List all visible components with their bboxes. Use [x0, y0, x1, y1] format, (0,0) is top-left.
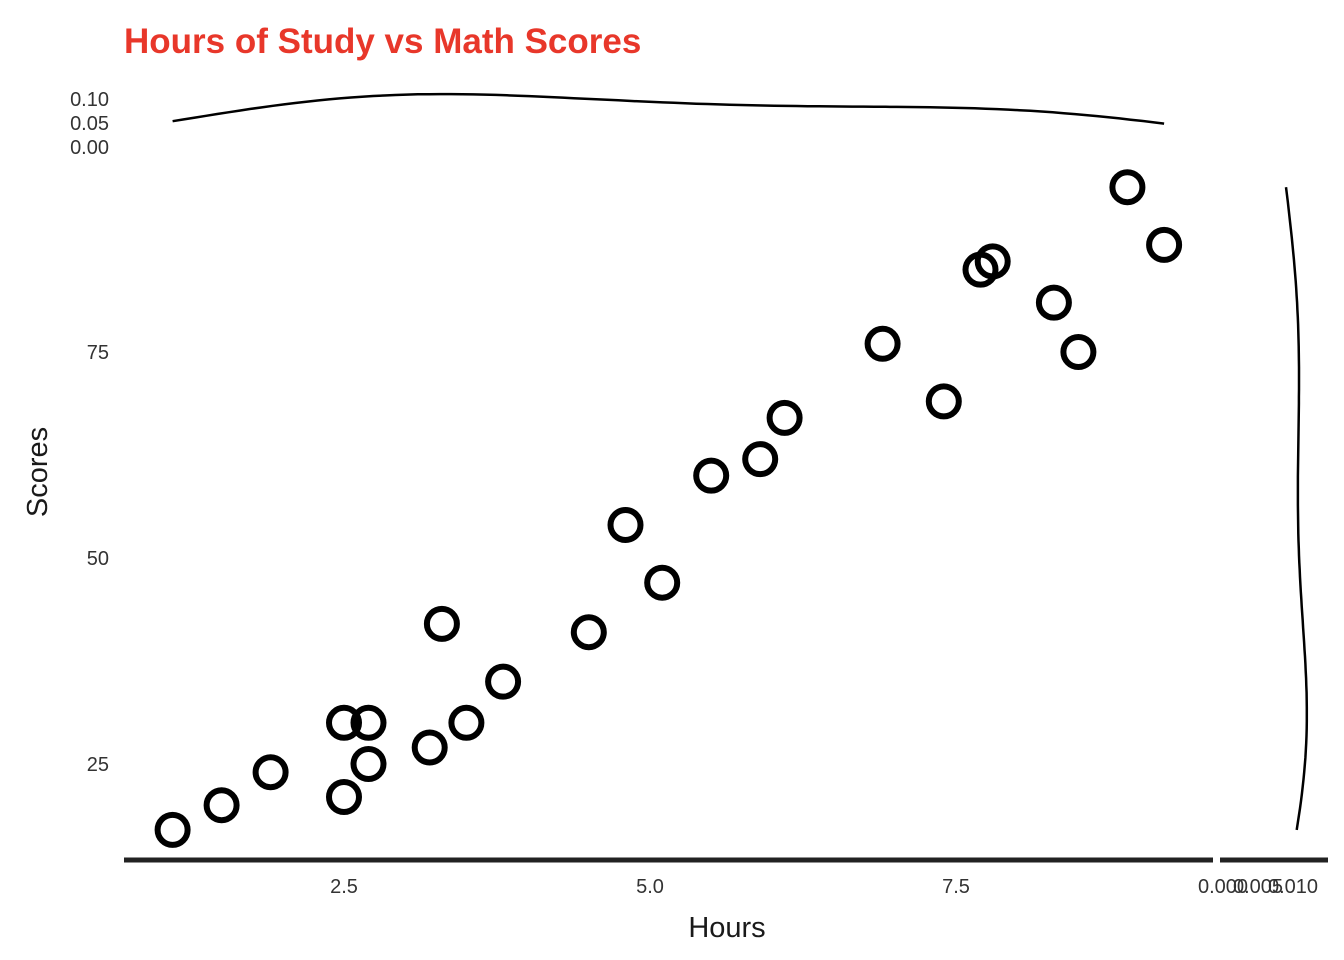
y-tick-label: 25 — [87, 754, 109, 776]
data-point — [485, 663, 522, 700]
data-point — [693, 457, 730, 494]
data-point — [350, 746, 387, 782]
data-point — [203, 787, 240, 824]
x-tick-label: 2.5 — [330, 876, 358, 898]
data-point — [423, 605, 460, 642]
data-point — [154, 811, 191, 848]
data-point — [570, 614, 607, 651]
x-axis-ticks: 2.5 5.0 7.5 — [330, 876, 970, 898]
data-point — [864, 325, 901, 362]
top-density-curve — [172, 92, 1165, 125]
data-point — [1060, 334, 1097, 370]
y-axis-ticks: 25 50 75 — [87, 342, 109, 776]
data-point — [974, 243, 1011, 280]
chart-title: Hours of Study vs Math Scores — [124, 22, 641, 61]
y-tick-label: 75 — [87, 342, 109, 364]
data-point — [326, 704, 362, 741]
top-density-tick-label: 0.10 — [70, 89, 109, 111]
right-density-curve — [1284, 187, 1309, 831]
data-point — [1146, 226, 1183, 263]
top-density-tick-label: 0.05 — [70, 113, 109, 135]
x-axis-title: Hours — [688, 912, 765, 944]
scatter-points — [154, 169, 1183, 848]
data-point — [350, 704, 387, 741]
data-point — [742, 441, 779, 478]
top-density-tick-label: 0.00 — [70, 137, 109, 159]
y-axis-title: Scores — [22, 427, 54, 517]
data-point — [1109, 169, 1146, 206]
data-point — [644, 564, 681, 601]
y-tick-label: 50 — [87, 548, 109, 570]
x-tick-label: 7.5 — [942, 876, 970, 898]
data-point — [607, 507, 644, 543]
data-point — [252, 754, 289, 791]
right-density-tick-label: 0.000 — [1198, 876, 1248, 898]
data-point — [925, 383, 962, 420]
right-density-tick-label: 0.005 — [1233, 876, 1283, 898]
x-tick-label: 5.0 — [636, 876, 664, 898]
top-density-ticks: 0.000.050.10 — [70, 89, 109, 159]
data-point — [766, 399, 803, 436]
data-point — [411, 729, 448, 766]
data-point — [326, 779, 362, 815]
data-point — [1035, 284, 1072, 321]
right-density-tick-label: 0.010 — [1268, 876, 1318, 898]
data-point — [448, 704, 485, 741]
